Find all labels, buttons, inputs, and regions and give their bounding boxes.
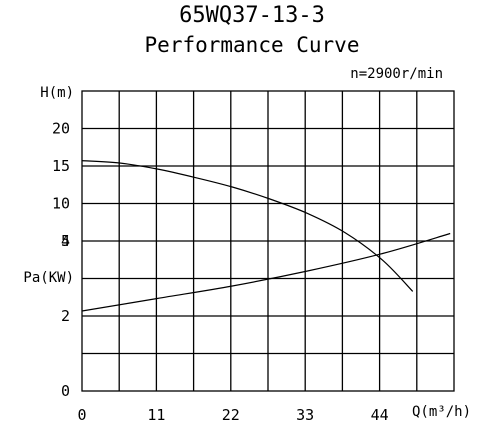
x-tick-label: 0: [77, 406, 86, 424]
head-axis-label: H(m): [40, 85, 74, 101]
chart-title: 65WQ37-13-3: [179, 3, 325, 28]
grid-lines: [81, 90, 455, 392]
x-tick-label: 33: [296, 406, 314, 424]
x-axis-label: Q(m³/h): [412, 404, 471, 420]
tick-labels: 0 11 22 33 44 5 10 15 20 0 2 4: [52, 120, 389, 425]
head-tick-label: 15: [52, 157, 70, 175]
speed-annotation: n=2900r/min: [350, 66, 443, 82]
head-curve: [81, 160, 414, 292]
power-axis-label: Pa(KW): [23, 270, 74, 286]
power-tick-label: 4: [61, 232, 70, 250]
power-tick-label: 2: [61, 307, 70, 325]
head-tick-label: 5: [61, 232, 70, 250]
power-tick-label: 0: [61, 382, 70, 400]
x-tick-label: 44: [371, 406, 389, 424]
power-curve: [81, 232, 451, 312]
head-tick-label: 20: [52, 120, 70, 138]
series-lines: [81, 160, 451, 312]
chart-subtitle: Performance Curve: [145, 33, 360, 57]
x-tick-label: 11: [147, 406, 165, 424]
x-tick-label: 22: [222, 406, 240, 424]
head-tick-label: 10: [52, 195, 70, 213]
